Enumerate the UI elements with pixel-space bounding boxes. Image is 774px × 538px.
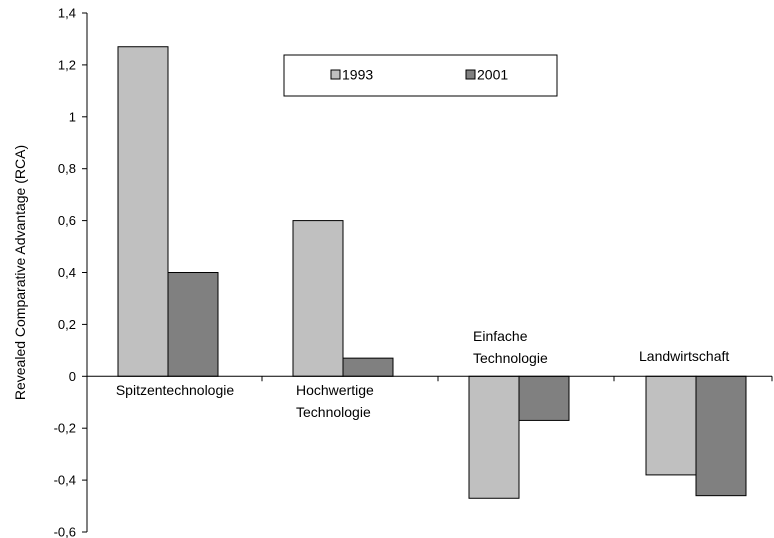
category-label-0: Spitzentechnologie (116, 382, 235, 398)
bar-1993-3 (645, 375, 697, 476)
y-tick-label: 0,2 (58, 317, 76, 332)
category-label-3: Landwirtschaft (639, 348, 729, 364)
legend-label-2001: 2001 (477, 67, 508, 83)
y-tick-label: 1,4 (58, 6, 76, 21)
legend-box (283, 54, 558, 97)
category-label-2: Technologie (473, 350, 548, 366)
y-tick-label: -0,4 (54, 473, 76, 488)
y-tick-label: 0,8 (58, 161, 76, 176)
y-tick-label: -0,2 (54, 421, 76, 436)
y-tick-label: 0 (69, 369, 76, 384)
bar-2001-1 (342, 357, 394, 377)
bar-2001-3 (695, 375, 747, 497)
y-tick-label: -0,6 (54, 525, 76, 538)
bar-2001-2 (518, 375, 570, 421)
y-tick-label: 1,2 (58, 57, 76, 72)
legend-swatch-2001 (465, 69, 476, 80)
bar-1993-1 (292, 220, 344, 377)
bar-1993-0 (117, 46, 169, 377)
y-tick-label: 0,6 (58, 213, 76, 228)
y-axis-title: Revealed Comparative Advantage (RCA) (12, 145, 28, 400)
category-label-1: Hochwertige (296, 382, 374, 398)
y-tick-label: 0,4 (58, 265, 76, 280)
bar-2001-0 (167, 272, 219, 377)
legend-swatch-1993 (330, 69, 341, 80)
category-label-1: Technologie (296, 404, 371, 420)
category-label-2: Einfache (473, 328, 528, 344)
y-tick-label: 1 (69, 109, 76, 124)
bar-1993-2 (468, 375, 520, 499)
legend-label-1993: 1993 (342, 67, 373, 83)
